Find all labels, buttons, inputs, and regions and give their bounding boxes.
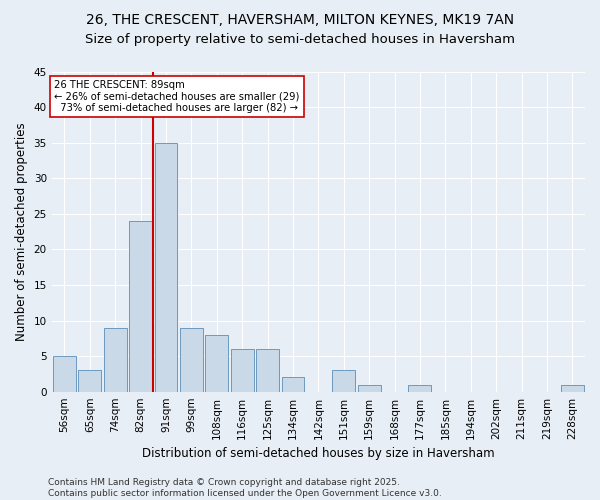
X-axis label: Distribution of semi-detached houses by size in Haversham: Distribution of semi-detached houses by … bbox=[142, 447, 494, 460]
Bar bbox=[53, 356, 76, 392]
Text: 26 THE CRESCENT: 89sqm
← 26% of semi-detached houses are smaller (29)
  73% of s: 26 THE CRESCENT: 89sqm ← 26% of semi-det… bbox=[55, 80, 300, 112]
Text: Contains HM Land Registry data © Crown copyright and database right 2025.
Contai: Contains HM Land Registry data © Crown c… bbox=[48, 478, 442, 498]
Bar bbox=[561, 384, 584, 392]
Bar bbox=[281, 378, 304, 392]
Bar bbox=[104, 328, 127, 392]
Text: 26, THE CRESCENT, HAVERSHAM, MILTON KEYNES, MK19 7AN: 26, THE CRESCENT, HAVERSHAM, MILTON KEYN… bbox=[86, 12, 514, 26]
Text: Size of property relative to semi-detached houses in Haversham: Size of property relative to semi-detach… bbox=[85, 32, 515, 46]
Bar bbox=[129, 221, 152, 392]
Bar bbox=[231, 349, 254, 392]
Bar bbox=[409, 384, 431, 392]
Y-axis label: Number of semi-detached properties: Number of semi-detached properties bbox=[15, 122, 28, 341]
Bar bbox=[180, 328, 203, 392]
Bar bbox=[358, 384, 380, 392]
Bar bbox=[256, 349, 279, 392]
Bar bbox=[155, 142, 178, 392]
Bar bbox=[332, 370, 355, 392]
Bar bbox=[205, 335, 228, 392]
Bar bbox=[79, 370, 101, 392]
